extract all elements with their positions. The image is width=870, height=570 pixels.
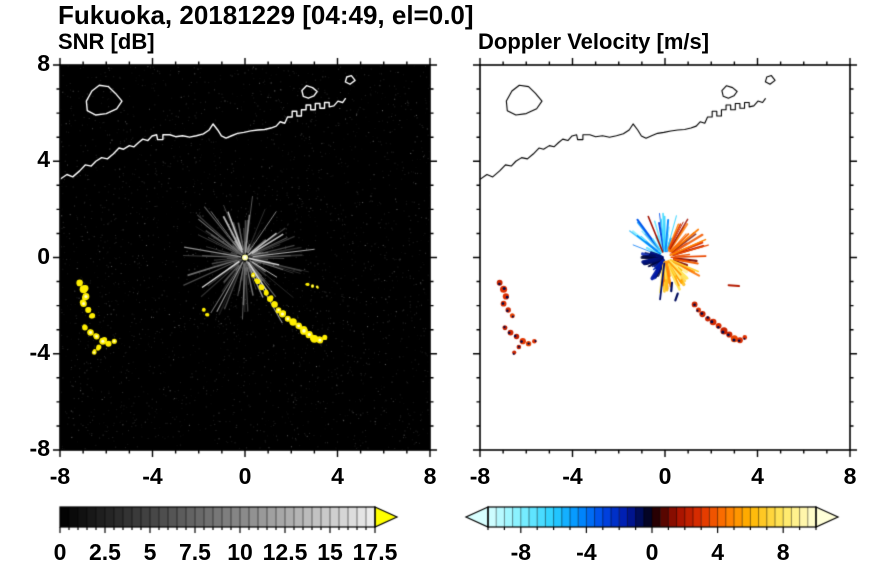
snr-panel-title: SNR [dB]: [58, 29, 155, 54]
figure-title: Fukuoka, 20181229 [04:49, el=0.0]: [58, 0, 474, 30]
doppler-panel-title: Doppler Velocity [m/s]: [478, 29, 710, 54]
